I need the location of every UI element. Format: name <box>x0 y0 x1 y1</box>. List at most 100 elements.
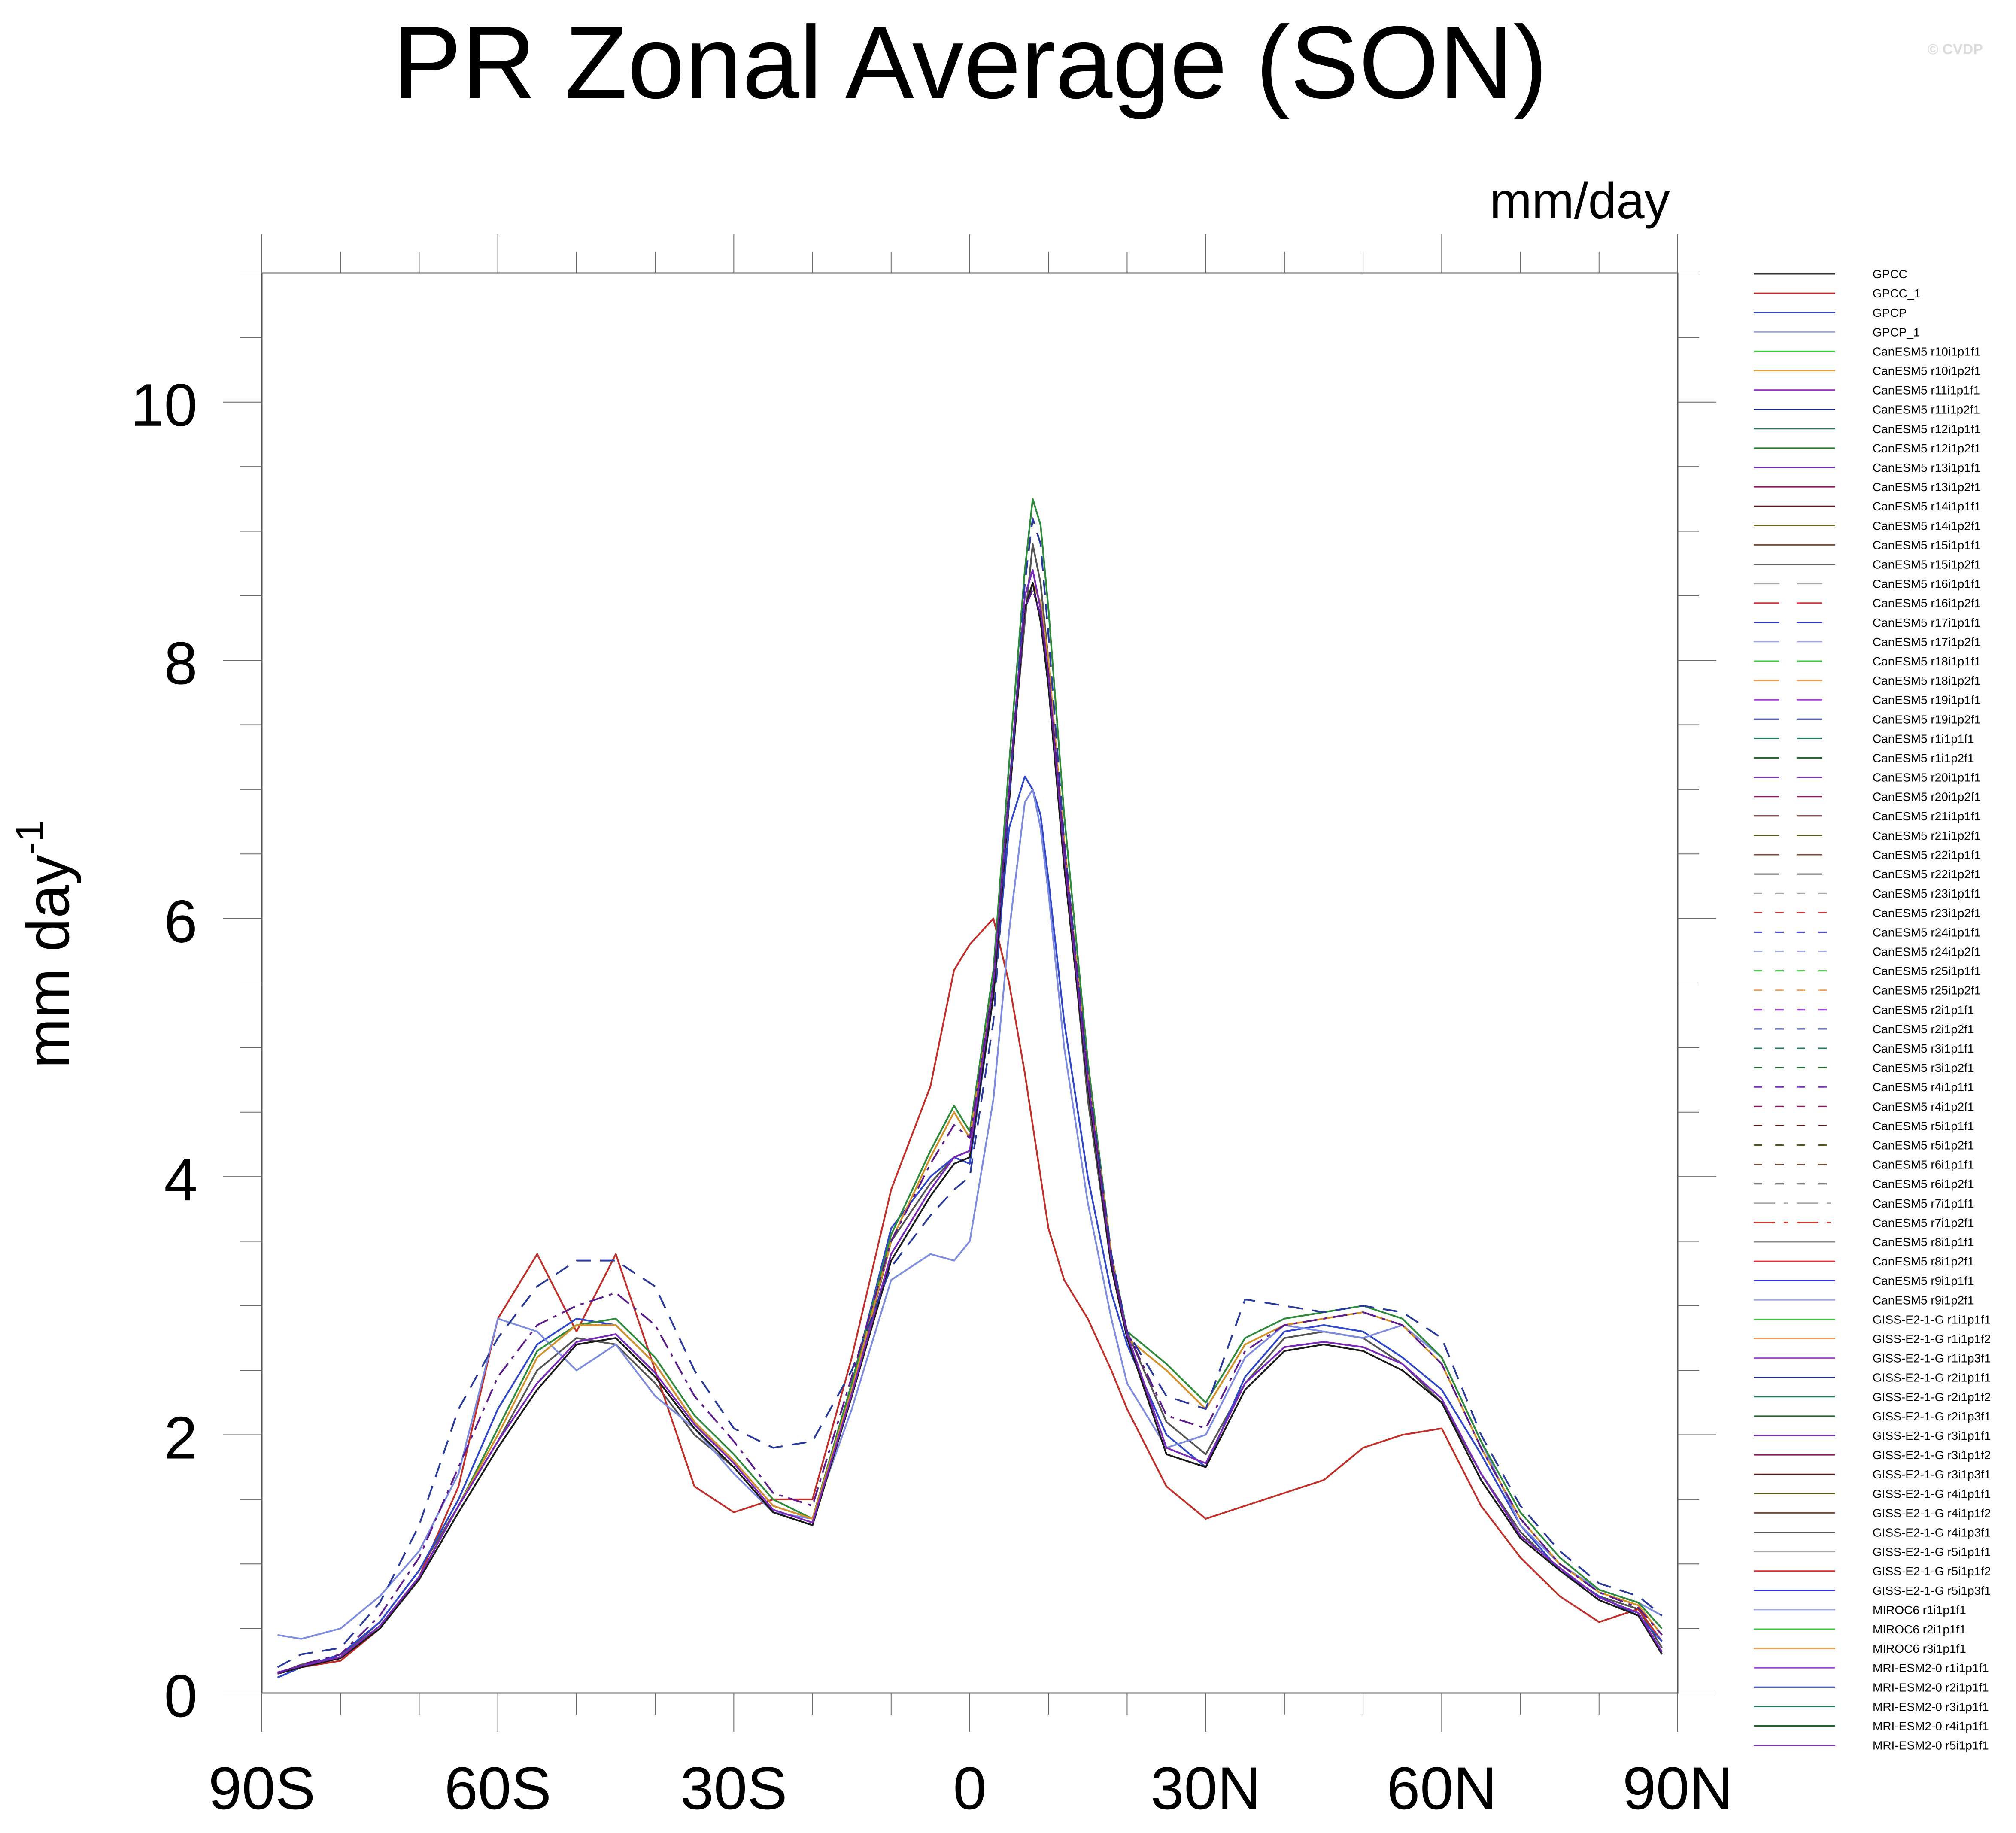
legend: GPCC GPCC_1 GPCP GPCP_1 CanESM5 r10i1p1f1 Can… <box>1754 267 1991 1752</box>
legend-label: CanESM5 r23i1p1f1 <box>1873 887 1981 900</box>
legend-label: CanESM5 r25i1p1f1 <box>1873 965 1981 978</box>
legend-label: GISS-E2-1-G r2i1p1f2 <box>1873 1390 1991 1404</box>
legend-label: MIROC6 r3i1p1f1 <box>1873 1642 1966 1655</box>
legend-label: MIROC6 r2i1p1f1 <box>1873 1623 1966 1636</box>
legend-label: CanESM5 r18i1p1f1 <box>1873 655 1981 668</box>
series-line <box>277 543 1663 1675</box>
x-tick-label: 60N <box>1387 1754 1497 1822</box>
legend-label: CanESM5 r24i1p2f1 <box>1873 945 1981 959</box>
legend-label: CanESM5 r9i1p2f1 <box>1873 1293 1974 1307</box>
legend-label: CanESM5 r15i1p1f1 <box>1873 538 1981 552</box>
legend-label: CanESM5 r16i1p1f1 <box>1873 577 1981 591</box>
x-tick-label: 0 <box>953 1754 987 1822</box>
axis-ticks: 0 2 4 6 8 10 90S 60S 30S 0 30N 60N 90N <box>131 234 1733 1822</box>
legend-label: CanESM5 r5i1p2f1 <box>1873 1139 1974 1152</box>
legend-label: GPCC <box>1873 267 1907 281</box>
legend-label: CanESM5 r11i1p1f1 <box>1873 384 1980 397</box>
legend-label: CanESM5 r3i1p1f1 <box>1873 1042 1974 1055</box>
data-series <box>277 498 1663 1678</box>
legend-label: CanESM5 r15i1p2f1 <box>1873 558 1981 571</box>
legend-label: CanESM5 r20i1p1f1 <box>1873 771 1981 784</box>
series-line <box>277 788 1663 1640</box>
x-tick-label: 90N <box>1623 1754 1733 1822</box>
series-line <box>277 917 1663 1675</box>
legend-label: GISS-E2-1-G r2i1p1f1 <box>1873 1371 1991 1384</box>
legend-label: GISS-E2-1-G r5i1p1f2 <box>1873 1565 1991 1578</box>
legend-label: CanESM5 r22i1p1f1 <box>1873 848 1981 862</box>
series-line <box>277 582 1663 1675</box>
legend-label: GISS-E2-1-G r1i1p1f1 <box>1873 1313 1991 1326</box>
legend-label: MRI-ESM2-0 r2i1p1f1 <box>1873 1681 1989 1694</box>
legend-label: CanESM5 r18i1p2f1 <box>1873 674 1981 687</box>
legend-label: GISS-E2-1-G r3i1p3f1 <box>1873 1468 1991 1481</box>
series-line <box>277 775 1663 1678</box>
legend-label: CanESM5 r5i1p1f1 <box>1873 1119 1974 1132</box>
legend-label: CanESM5 r7i1p2f1 <box>1873 1216 1974 1229</box>
legend-label: GISS-E2-1-G r4i1p1f2 <box>1873 1506 1991 1520</box>
legend-label: CanESM5 r6i1p1f1 <box>1873 1158 1974 1171</box>
legend-label: CanESM5 r23i1p2f1 <box>1873 906 1981 920</box>
series-line <box>277 517 1663 1668</box>
x-tick-label: 30N <box>1151 1754 1261 1822</box>
legend-label: CanESM5 r14i1p1f1 <box>1873 500 1981 513</box>
y-tick-label: 6 <box>164 888 197 955</box>
watermark: © CVDP <box>1928 41 1983 58</box>
legend-label: CanESM5 r16i1p2f1 <box>1873 597 1981 610</box>
legend-label: CanESM5 r17i1p2f1 <box>1873 635 1981 649</box>
legend-label: CanESM5 r13i1p2f1 <box>1873 480 1981 494</box>
legend-label: CanESM5 r10i1p1f1 <box>1873 345 1981 358</box>
legend-label: CanESM5 r21i1p2f1 <box>1873 829 1981 842</box>
legend-label: GISS-E2-1-G r4i1p3f1 <box>1873 1526 1991 1539</box>
legend-label: CanESM5 r2i1p1f1 <box>1873 1003 1974 1017</box>
y-tick-label: 10 <box>131 371 197 439</box>
legend-label: GISS-E2-1-G r3i1p1f2 <box>1873 1448 1991 1462</box>
y-axis-label-exponent: -1 <box>9 820 52 855</box>
legend-label: CanESM5 r20i1p2f1 <box>1873 790 1981 804</box>
legend-label: MIROC6 r1i1p1f1 <box>1873 1603 1966 1617</box>
legend-label: CanESM5 r8i1p1f1 <box>1873 1235 1974 1249</box>
legend-label: GISS-E2-1-G r5i1p1f1 <box>1873 1545 1991 1559</box>
legend-label: CanESM5 r12i1p2f1 <box>1873 442 1981 455</box>
legend-label: CanESM5 r9i1p1f1 <box>1873 1274 1974 1287</box>
series-line <box>277 588 1663 1675</box>
y-tick-label: 4 <box>164 1146 197 1213</box>
legend-label: MRI-ESM2-0 r5i1p1f1 <box>1873 1739 1989 1752</box>
units-label: mm/day <box>1490 173 1670 229</box>
legend-label: GISS-E2-1-G r4i1p1f1 <box>1873 1487 1991 1500</box>
legend-label: CanESM5 r14i1p2f1 <box>1873 519 1981 532</box>
x-tick-label: 60S <box>444 1754 551 1822</box>
y-tick-label: 2 <box>164 1404 197 1472</box>
legend-label: CanESM5 r10i1p2f1 <box>1873 364 1981 378</box>
legend-label: CanESM5 r11i1p2f1 <box>1873 403 1980 416</box>
legend-label: CanESM5 r24i1p1f1 <box>1873 926 1981 939</box>
legend-label: GISS-E2-1-G r5i1p3f1 <box>1873 1584 1991 1597</box>
legend-label: GPCC_1 <box>1873 287 1921 300</box>
legend-label: CanESM5 r19i1p1f1 <box>1873 693 1981 707</box>
y-axis-label-text: mm day <box>14 855 82 1068</box>
legend-label: GPCP <box>1873 306 1907 319</box>
x-tick-label: 30S <box>680 1754 787 1822</box>
legend-label: CanESM5 r17i1p1f1 <box>1873 616 1981 629</box>
legend-label: CanESM5 r8i1p2f1 <box>1873 1255 1974 1268</box>
legend-label: GISS-E2-1-G r3i1p1f1 <box>1873 1429 1991 1442</box>
legend-label: CanESM5 r3i1p2f1 <box>1873 1061 1974 1074</box>
legend-label: CanESM5 r4i1p2f1 <box>1873 1100 1974 1113</box>
x-tick-label: 90S <box>208 1754 315 1822</box>
legend-label: GISS-E2-1-G r2i1p3f1 <box>1873 1410 1991 1423</box>
legend-label: CanESM5 r6i1p2f1 <box>1873 1177 1974 1191</box>
legend-label: CanESM5 r1i1p2f1 <box>1873 752 1974 765</box>
legend-label: CanESM5 r12i1p1f1 <box>1873 422 1981 436</box>
legend-label: GPCP_1 <box>1873 325 1920 339</box>
legend-label: CanESM5 r22i1p2f1 <box>1873 868 1981 881</box>
y-tick-label: 0 <box>164 1662 197 1730</box>
legend-label: MRI-ESM2-0 r3i1p1f1 <box>1873 1700 1989 1713</box>
y-tick-label: 8 <box>164 629 197 697</box>
legend-label: CanESM5 r19i1p2f1 <box>1873 713 1981 726</box>
series-line <box>277 569 1663 1673</box>
legend-label: GISS-E2-1-G r1i1p3f1 <box>1873 1352 1991 1365</box>
legend-label: MRI-ESM2-0 r4i1p1f1 <box>1873 1720 1989 1733</box>
y-axis-label: mm day-1 <box>9 820 82 1068</box>
legend-label: CanESM5 r25i1p2f1 <box>1873 984 1981 997</box>
legend-label: CanESM5 r13i1p1f1 <box>1873 461 1981 474</box>
